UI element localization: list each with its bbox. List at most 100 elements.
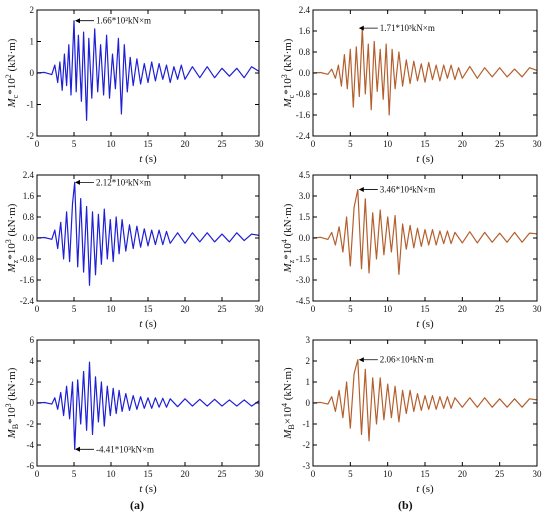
x-tick-label: 20 xyxy=(458,304,468,314)
annotation-text: 2.06×10⁴kN·m xyxy=(380,355,434,365)
series-line xyxy=(312,27,538,116)
annotation-text: 3.46*10⁴kN×m xyxy=(380,185,435,195)
y-tick-label: 0.0 xyxy=(299,233,311,243)
y-tick-label: -0.8 xyxy=(20,254,35,264)
x-tick-label: 30 xyxy=(533,139,543,149)
y-tick-label: 0.8 xyxy=(23,212,35,222)
x-axis-label: t (s) xyxy=(416,318,434,330)
x-tick-label: 15 xyxy=(144,139,154,149)
annotation-arrowhead xyxy=(358,187,364,193)
y-tick-label: -1.6 xyxy=(20,275,35,285)
annotation-arrowhead xyxy=(358,25,364,31)
y-tick-label: 0.8 xyxy=(299,47,311,57)
annotation-arrowhead xyxy=(358,357,364,363)
x-tick-label: 0 xyxy=(311,139,316,149)
y-tick-label: 1.5 xyxy=(299,212,311,222)
y-tick-label: 4 xyxy=(30,356,35,366)
series-line xyxy=(36,361,260,450)
x-tick-label: 5 xyxy=(72,139,77,149)
y-tick-label: -2 xyxy=(303,440,311,450)
y-tick-label: 6 xyxy=(30,335,35,345)
y-tick-label: 0 xyxy=(30,398,35,408)
annotation-text: 2.12*10³kN×m xyxy=(96,177,151,187)
x-tick-label: 0 xyxy=(35,304,40,314)
y-tick-label: 3 xyxy=(306,335,311,345)
y-tick-label: 2.4 xyxy=(299,5,311,15)
annotation-text: 1.71*10³kN×m xyxy=(380,23,435,33)
x-tick-label: 10 xyxy=(107,469,117,479)
chart-panel-3: 0 5 10 15 20 25 30 -2.4 -1.6 -0.8 0.0 0.8 1.6 2.4 t (s… xyxy=(4,170,264,330)
x-tick-label: 0 xyxy=(35,469,40,479)
x-tick-label: 10 xyxy=(383,304,393,314)
x-tick-label: 25 xyxy=(495,139,505,149)
x-tick-label: 30 xyxy=(255,469,265,479)
x-tick-label: 20 xyxy=(458,139,468,149)
x-tick-label: 25 xyxy=(495,469,505,479)
panel-label-b: (b) xyxy=(398,498,413,512)
x-tick-label: 10 xyxy=(107,139,117,149)
series-line xyxy=(36,181,260,286)
x-tick-label: 10 xyxy=(383,139,393,149)
y-axis-label: MB×104 (kN·m) xyxy=(280,367,296,440)
y-tick-label: -0.8 xyxy=(296,89,311,99)
y-tick-label: 1 xyxy=(306,377,311,387)
x-tick-label: 30 xyxy=(255,139,265,149)
x-tick-label: 20 xyxy=(458,469,468,479)
chart-panel-6: 0 5 10 15 20 25 30 -3 -2 -1 0 1 2 3 t (s) MB×104 (kN·m)… xyxy=(280,335,542,495)
y-axis-label: Mz*103 (kN·m) xyxy=(4,203,20,273)
x-tick-label: 5 xyxy=(348,139,353,149)
y-tick-label: -2.4 xyxy=(20,296,35,306)
y-tick-label: 4.5 xyxy=(299,170,311,180)
x-tick-label: 30 xyxy=(533,469,543,479)
y-tick-label: 2.4 xyxy=(23,170,35,180)
annotation-arrowhead xyxy=(75,179,80,185)
annotation-arrowhead xyxy=(75,18,80,24)
x-tick-label: 15 xyxy=(421,469,431,479)
chart-panel-5: 0 5 10 15 20 25 30 -6 -4 -2 0 2 4 6 t (s) MB*103 (kN·m)… xyxy=(4,335,264,495)
x-tick-label: 0 xyxy=(311,304,316,314)
y-tick-label: -1.5 xyxy=(296,254,311,264)
y-tick-label: -3.0 xyxy=(296,275,311,285)
chart-panel-1: 0 5 10 15 20 25 30 -2 -1 0 1 2 t (s) Mc*102 (kN·m) 1.6… xyxy=(4,5,264,165)
y-tick-label: 2 xyxy=(306,356,311,366)
y-tick-label: 2 xyxy=(30,5,35,15)
x-axis-label: t (s) xyxy=(416,483,434,495)
x-axis-label: t (s) xyxy=(416,153,434,165)
chart-panel-4: 0 5 10 15 20 25 30 -4.5 -3.0 -1.5 0.0 1.5 3.0 4.5 t (s… xyxy=(280,170,542,330)
series-line xyxy=(312,189,538,275)
x-axis-label: t (s) xyxy=(139,153,157,165)
x-tick-label: 20 xyxy=(181,304,191,314)
y-tick-label: -2 xyxy=(27,131,35,141)
y-tick-label: 3.0 xyxy=(299,191,311,201)
y-tick-label: 1.6 xyxy=(23,191,35,201)
y-tick-label: -1.6 xyxy=(296,110,311,120)
x-tick-label: 20 xyxy=(181,139,191,149)
y-tick-label: 2 xyxy=(30,377,35,387)
x-tick-label: 30 xyxy=(255,304,265,314)
x-tick-label: 25 xyxy=(218,304,228,314)
annotation-arrowhead xyxy=(75,446,80,452)
x-tick-label: 10 xyxy=(383,469,393,479)
series-line xyxy=(36,20,260,121)
y-tick-label: 0 xyxy=(30,68,35,78)
x-tick-label: 25 xyxy=(218,469,228,479)
x-tick-label: 5 xyxy=(72,469,77,479)
x-tick-label: 25 xyxy=(218,139,228,149)
x-tick-label: 10 xyxy=(107,304,117,314)
y-tick-label: -6 xyxy=(27,461,35,471)
x-tick-label: 5 xyxy=(348,469,353,479)
x-axis-label: t (s) xyxy=(139,318,157,330)
panel-label-a: (a) xyxy=(130,498,144,512)
x-axis-label: t (s) xyxy=(139,483,157,495)
x-tick-label: 15 xyxy=(144,469,154,479)
y-axis-label: Mc*103 (kN·m) xyxy=(280,38,296,108)
annotation-text: 1.66*10²kN×m xyxy=(96,16,151,26)
y-tick-label: -1 xyxy=(303,419,311,429)
y-axis-label: MB*103 (kN·m) xyxy=(4,367,20,439)
y-tick-label: -4.5 xyxy=(296,296,311,306)
x-tick-label: 20 xyxy=(181,469,191,479)
x-tick-label: 30 xyxy=(533,304,543,314)
y-tick-label: -1 xyxy=(27,100,35,110)
